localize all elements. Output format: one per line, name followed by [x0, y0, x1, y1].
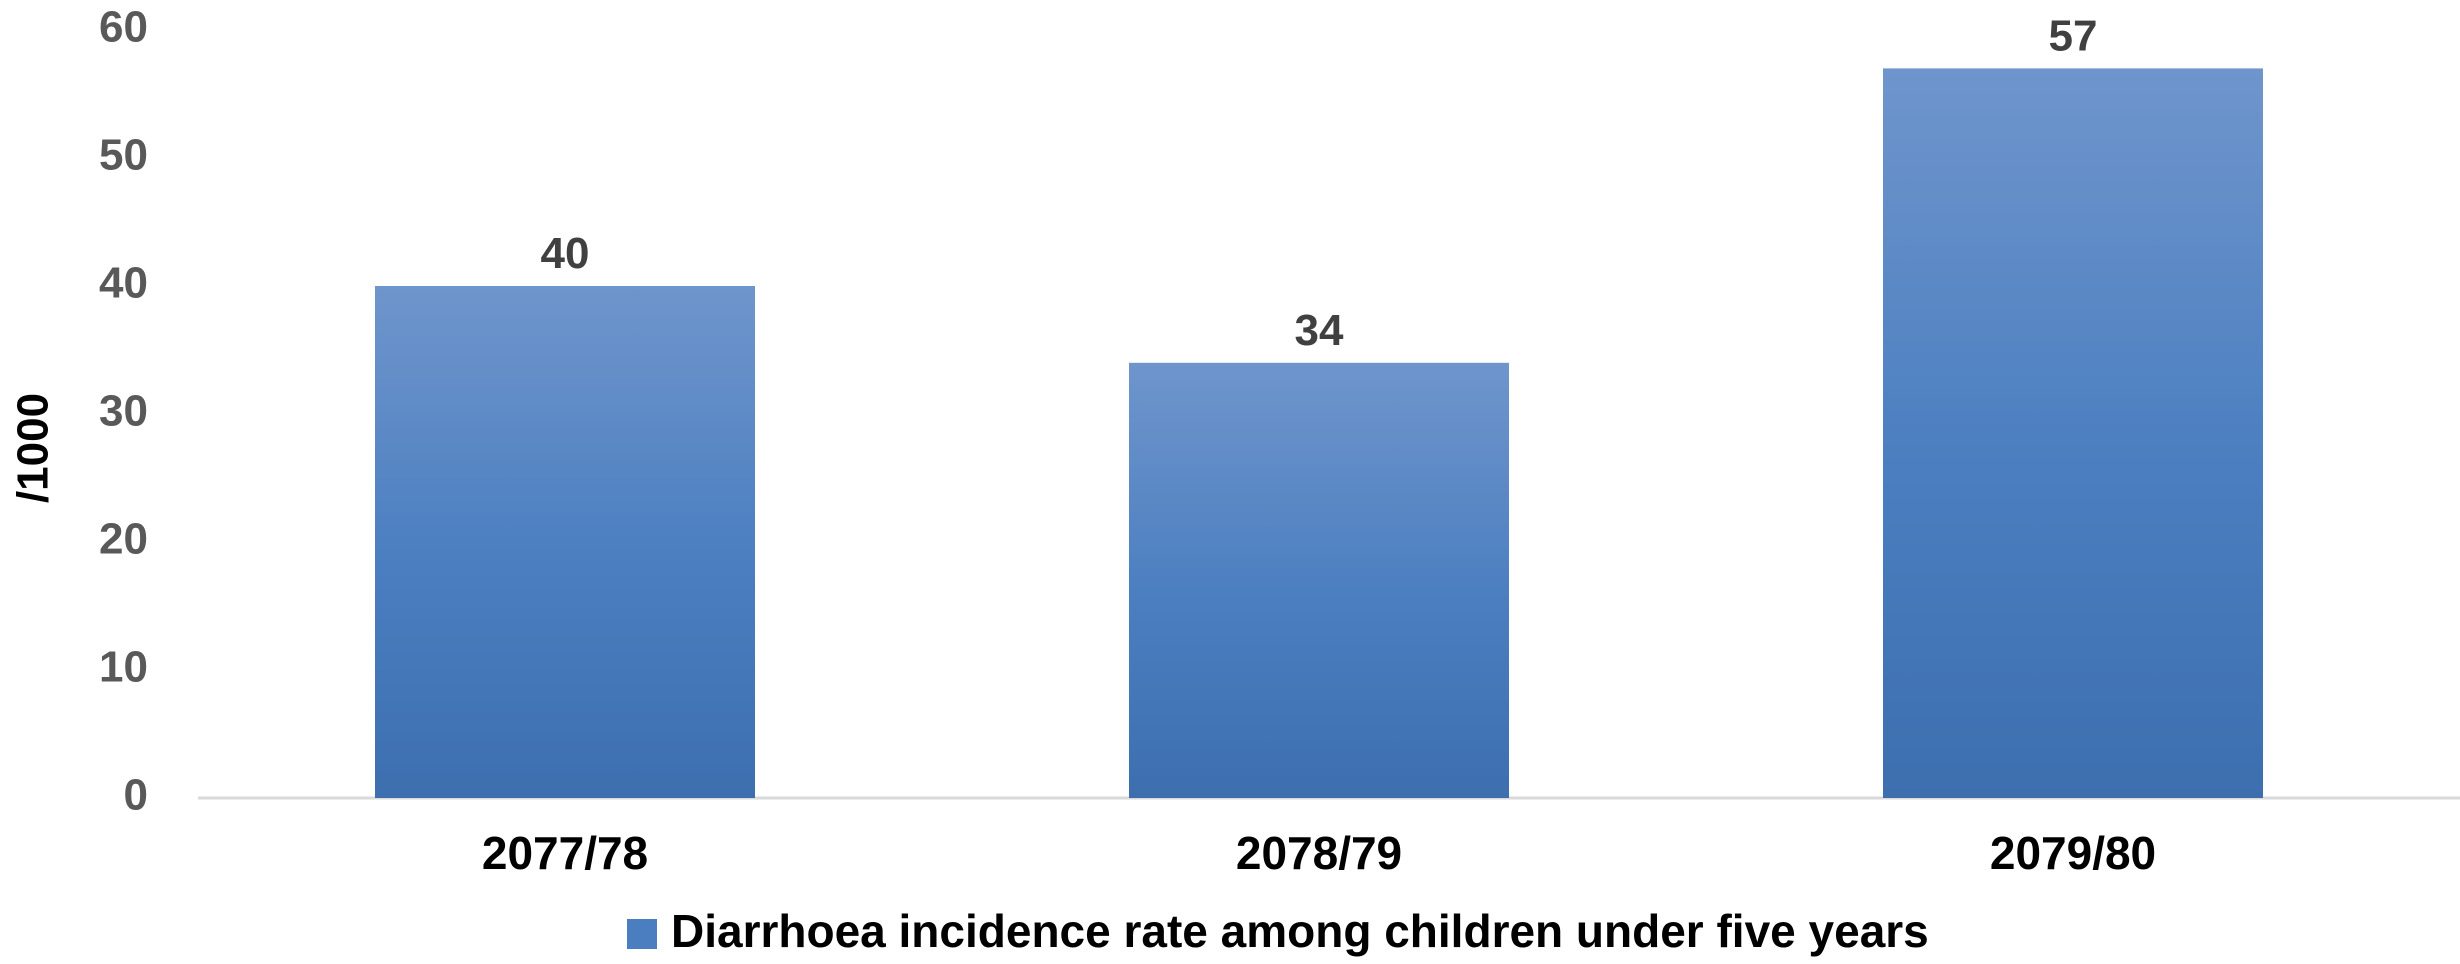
x-tick-label: 2078/79	[1236, 827, 1402, 879]
y-tick-label: 60	[99, 3, 148, 52]
y-tick-label: 40	[99, 259, 148, 308]
y-tick-label: 10	[99, 643, 148, 692]
bar	[1129, 362, 1509, 798]
y-tick-label: 20	[99, 515, 148, 564]
bar	[375, 286, 755, 798]
bars-group	[375, 68, 2263, 798]
y-axis-ticks: 0 10 20 30 40 50 60	[99, 3, 148, 820]
legend: Diarrhoea incidence rate among children …	[627, 905, 1929, 957]
y-tick-label: 0	[124, 771, 148, 820]
y-axis-title: /1000	[9, 393, 58, 503]
y-tick-label: 30	[99, 387, 148, 436]
x-tick-label: 2077/78	[482, 827, 648, 879]
data-label: 34	[1295, 306, 1344, 355]
legend-label: Diarrhoea incidence rate among children …	[671, 905, 1929, 957]
y-tick-label: 50	[99, 131, 148, 180]
bar	[1883, 68, 2263, 798]
x-tick-label: 2079/80	[1990, 827, 2156, 879]
x-axis-labels: 2077/78 2078/79 2079/80	[482, 827, 2156, 879]
data-labels-group: 40 34 57	[541, 11, 2098, 354]
legend-swatch	[627, 919, 657, 949]
data-label: 40	[541, 229, 590, 278]
data-label: 57	[2049, 11, 2098, 60]
